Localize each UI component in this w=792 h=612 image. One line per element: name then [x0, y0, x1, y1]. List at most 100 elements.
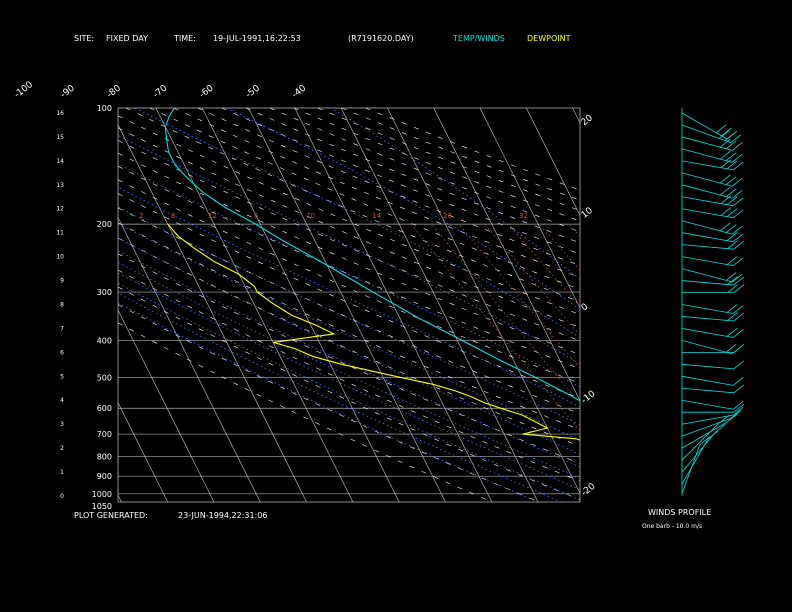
wind-barb-flag	[725, 176, 737, 185]
isotherm-line	[433, 107, 581, 401]
wind-barb-flag	[719, 138, 731, 148]
wind-barb-staff	[681, 220, 733, 235]
legend-temp: TEMP/WINDS	[452, 34, 505, 43]
right-temperature-label: -10	[580, 389, 598, 406]
wind-barb-flag	[733, 384, 745, 394]
right-temperature-label: 20	[580, 113, 595, 128]
wind-barb-staff	[681, 316, 734, 322]
wind-barb-flag	[719, 222, 731, 232]
height-tick-label: 9	[60, 278, 64, 285]
mixing-ratio-label: 14	[372, 212, 381, 220]
wind-barb-flag	[732, 197, 744, 207]
moist-adiabat-line	[117, 272, 581, 490]
height-tick-label: 16	[56, 110, 64, 117]
dry-adiabat-line	[117, 152, 581, 355]
mixing-ratio-line	[431, 223, 581, 404]
dry-adiabat-line	[173, 107, 581, 278]
wind-barb-staff	[681, 417, 732, 437]
wind-barb-staff	[681, 184, 733, 199]
right-temperature-label: -20	[580, 481, 598, 498]
dry-adiabat-line	[125, 107, 581, 303]
wind-barb-flag	[732, 209, 744, 219]
wind-barb-flag	[726, 232, 738, 241]
isotherm-line	[117, 309, 215, 503]
generated-label: PLOT GENERATED:	[74, 511, 148, 520]
dry-adiabat-line	[117, 115, 581, 315]
dry-adiabat-line	[245, 107, 581, 244]
wind-barb-flag	[719, 150, 731, 160]
wind-barb-flag	[720, 207, 732, 216]
moist-adiabat-line	[117, 223, 581, 441]
wind-barb-staff	[681, 124, 732, 144]
wind-barb-staff	[681, 148, 733, 163]
wind-barb-flag	[731, 154, 743, 163]
wind-barb-staff	[681, 438, 709, 485]
wind-profile	[681, 108, 745, 496]
wind-barb-flag	[726, 328, 738, 337]
wind-barb-flag	[733, 344, 745, 353]
isotherm-line	[248, 107, 446, 503]
dry-adiabat-line	[269, 107, 581, 233]
wind-barb-staff	[681, 268, 733, 283]
wind-barb-flag	[730, 134, 742, 144]
mixing-ratio-label: 70	[306, 212, 315, 220]
pressure-tick-label: 100	[97, 104, 112, 113]
legend-dewpoint: DEWPOINT	[527, 34, 571, 43]
mixing-ratio-label: 20	[443, 212, 452, 220]
isotherm-line	[479, 107, 581, 309]
wind-barb-flag	[726, 413, 738, 423]
isotherm-line	[117, 124, 307, 503]
dry-adiabat-line	[117, 207, 581, 415]
right-temperature-label: 0	[580, 302, 591, 314]
file-name: (R7191620.DAY)	[348, 34, 414, 43]
moist-adiabat-line	[117, 292, 562, 503]
wind-barb-flag	[721, 127, 732, 137]
isotherm-line	[155, 107, 354, 503]
wind-barb-staff	[681, 304, 734, 314]
wind-barb-flag	[732, 161, 744, 171]
height-tick-label: 2	[60, 445, 64, 452]
moist-adiabat-line	[117, 237, 581, 455]
wind-barb-flag	[715, 423, 726, 433]
wind-barb-flag	[726, 196, 738, 206]
dry-adiabat-line	[117, 286, 581, 500]
wind-barb-flag	[733, 360, 745, 370]
wind-barb-staff	[681, 196, 734, 207]
top-temperature-label: -70	[152, 83, 170, 100]
moist-adiabat-line	[117, 302, 539, 503]
wind-barb-flag	[725, 343, 737, 353]
axis-labels: 1002003004005006007008009001000105001234…	[13, 80, 598, 511]
mixing-ratio-label: 2	[139, 212, 143, 220]
moist-adiabat-line	[226, 107, 581, 310]
pressure-tick-label: 200	[97, 220, 112, 229]
dry-adiabat-line	[293, 107, 581, 222]
dry-adiabat-line	[341, 107, 581, 201]
generated-value: 23-JUN-1994,22:31:06	[178, 511, 267, 520]
height-tick-label: 11	[56, 230, 64, 237]
wind-barb-flag	[725, 140, 737, 150]
dry-adiabat-line	[117, 269, 581, 482]
height-tick-label: 8	[60, 301, 64, 308]
wind-barb-flag	[727, 312, 738, 321]
wind-barb-flag	[724, 132, 736, 141]
wind-barb-flag	[730, 410, 742, 419]
isotherm-line	[201, 107, 400, 503]
top-temperature-label: -50	[244, 83, 262, 100]
isotherm-line	[117, 402, 168, 503]
isotherm-line	[294, 107, 493, 503]
dry-adiabat-line	[117, 165, 581, 370]
wind-barb-staff	[681, 387, 734, 394]
wind-barb-flag	[726, 208, 738, 217]
dewpoint-trace	[167, 223, 581, 441]
wind-barb-flag	[732, 305, 744, 314]
height-tick-label: 4	[60, 397, 64, 404]
wind-barb-flag	[725, 272, 737, 281]
wind-barb-flag	[726, 304, 738, 313]
wind-barb-staff	[681, 399, 734, 410]
pressure-tick-label: 500	[97, 374, 112, 383]
pressure-tick-label: 300	[97, 288, 112, 297]
wind-barb-flag	[726, 256, 738, 265]
wind-barb-staff	[681, 208, 734, 219]
mixing-ratio-line	[410, 223, 581, 431]
height-tick-label: 3	[60, 421, 64, 428]
